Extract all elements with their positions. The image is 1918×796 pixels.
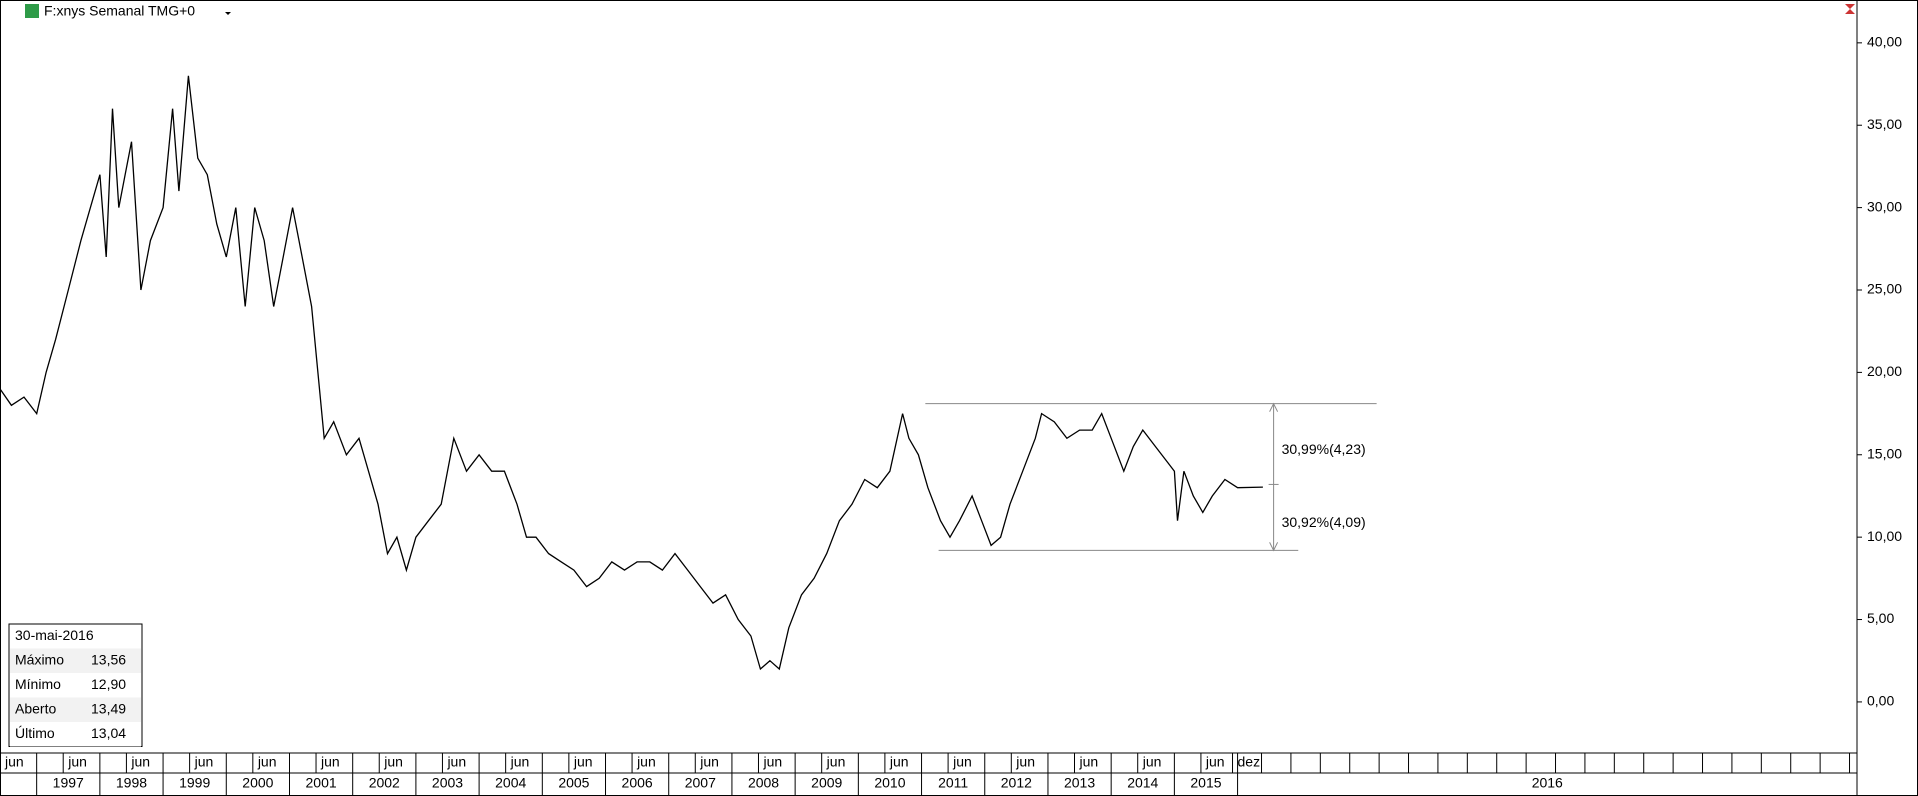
x-tick-label: jun bbox=[762, 754, 782, 770]
year-label: 2011 bbox=[938, 775, 968, 791]
year-label: 2002 bbox=[369, 775, 400, 791]
year-label: 2007 bbox=[685, 775, 716, 791]
x-tick-label: jun bbox=[130, 754, 150, 770]
info-row bbox=[10, 722, 141, 747]
info-value: 12,90 bbox=[91, 676, 126, 692]
year-label: 2010 bbox=[874, 775, 905, 791]
arrow-head bbox=[1269, 402, 1279, 552]
x-tick-label: jun bbox=[1079, 754, 1099, 770]
x-tick-label: jun bbox=[699, 754, 719, 770]
x-tick-label: jun bbox=[1142, 754, 1162, 770]
year-label: 2015 bbox=[1190, 775, 1221, 791]
info-value: 13,49 bbox=[91, 700, 126, 716]
info-date: 30-mai-2016 bbox=[15, 627, 94, 643]
measure-label: 30,99%(4,23) bbox=[1282, 441, 1366, 457]
year-label: 2009 bbox=[811, 775, 842, 791]
year-label: 2013 bbox=[1064, 775, 1095, 791]
x-tick-label: jun bbox=[67, 754, 87, 770]
info-value: 13,56 bbox=[91, 651, 126, 667]
year-label: 2006 bbox=[622, 775, 653, 791]
x-tick-label: jun bbox=[194, 754, 214, 770]
x-tick-label: jun bbox=[826, 754, 846, 770]
year-label: 2000 bbox=[242, 775, 273, 791]
info-label: Máximo bbox=[15, 651, 64, 667]
info-label: Último bbox=[15, 725, 55, 741]
y-tick-label: 5,00 bbox=[1867, 610, 1894, 626]
info-row bbox=[10, 697, 141, 722]
x-tick-label: jun bbox=[952, 754, 972, 770]
info-label: Mínimo bbox=[15, 676, 61, 692]
x-tick-label: jun bbox=[383, 754, 403, 770]
year-label: 2012 bbox=[1001, 775, 1032, 791]
year-label: 2014 bbox=[1127, 775, 1158, 791]
x-tick-label: jun bbox=[4, 754, 24, 770]
year-label: 2003 bbox=[432, 775, 463, 791]
x-tick-label: dez bbox=[1238, 754, 1261, 770]
y-tick-label: 10,00 bbox=[1867, 528, 1902, 544]
y-tick-label: 25,00 bbox=[1867, 281, 1902, 297]
x-tick-label: jun bbox=[446, 754, 466, 770]
price-line bbox=[0, 75, 1263, 671]
corner-icon[interactable] bbox=[1845, 4, 1855, 14]
x-tick-label: jun bbox=[889, 754, 909, 770]
y-tick-label: 35,00 bbox=[1867, 116, 1902, 132]
x-tick-label: jun bbox=[1015, 754, 1035, 770]
year-label: 2008 bbox=[748, 775, 779, 791]
year-label: 2001 bbox=[306, 775, 337, 791]
dropdown-arrow[interactable] bbox=[225, 12, 231, 15]
x-tick-label: jun bbox=[510, 754, 530, 770]
info-value: 13,04 bbox=[91, 725, 126, 741]
y-tick-label: 40,00 bbox=[1867, 34, 1902, 50]
year-label: 1997 bbox=[53, 775, 84, 791]
year-label: 2016 bbox=[1532, 775, 1563, 791]
y-tick-label: 30,00 bbox=[1867, 198, 1902, 214]
x-tick-label: jun bbox=[573, 754, 593, 770]
y-tick-label: 15,00 bbox=[1867, 445, 1902, 461]
x-tick-label: jun bbox=[1205, 754, 1225, 770]
y-tick-label: 20,00 bbox=[1867, 363, 1902, 379]
year-label: 1998 bbox=[116, 775, 147, 791]
chart-title[interactable]: F:xnys Semanal TMG+0 bbox=[44, 3, 195, 19]
x-tick-label: jun bbox=[636, 754, 656, 770]
year-label: 2005 bbox=[558, 775, 589, 791]
symbol-icon[interactable] bbox=[25, 4, 39, 18]
y-tick-label: 0,00 bbox=[1867, 693, 1894, 709]
x-tick-label: jun bbox=[257, 754, 277, 770]
measure-label: 30,92%(4,09) bbox=[1282, 514, 1366, 530]
info-row bbox=[10, 648, 141, 673]
year-label: 2004 bbox=[495, 775, 526, 791]
year-label: 1999 bbox=[179, 775, 210, 791]
x-tick-label: jun bbox=[320, 754, 340, 770]
info-row bbox=[10, 673, 141, 698]
info-label: Aberto bbox=[15, 700, 56, 716]
